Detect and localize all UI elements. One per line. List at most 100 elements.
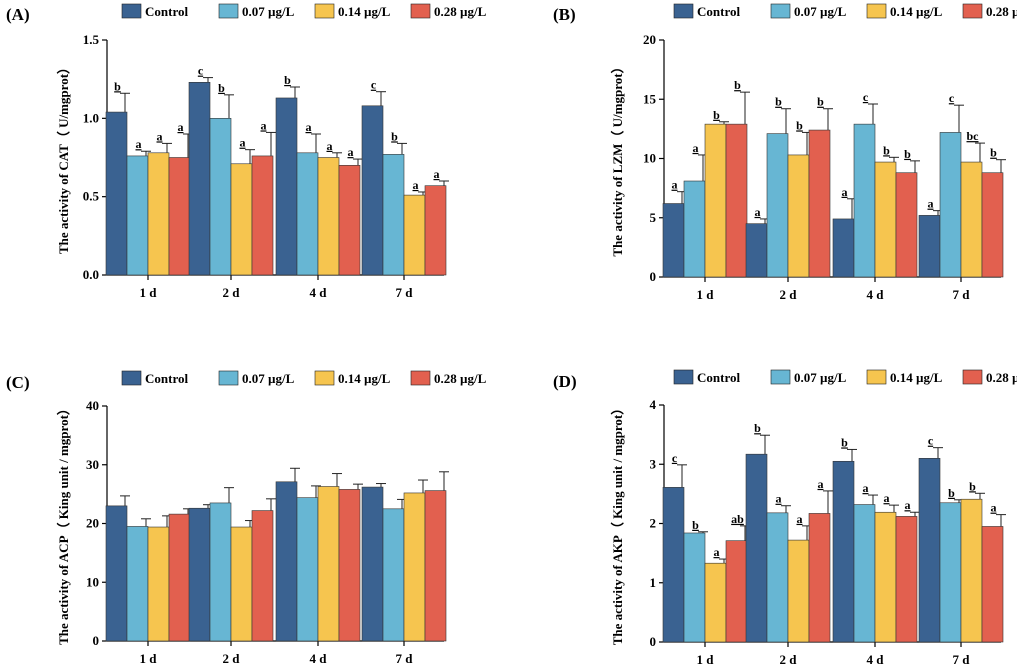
bar <box>424 490 447 642</box>
legend-swatch <box>314 3 335 19</box>
x-tick-label: 7 d <box>396 285 414 300</box>
legend-swatch <box>770 3 791 19</box>
significance-letter: c <box>672 451 678 465</box>
legend-swatch <box>218 3 239 19</box>
bar <box>683 180 706 278</box>
x-tick-label: 4 d <box>867 287 885 302</box>
bar <box>981 172 1004 278</box>
significance-letter: a <box>672 178 678 192</box>
y-tick-label: 3 <box>650 456 657 471</box>
bar <box>787 154 810 278</box>
legend-swatch <box>866 369 887 385</box>
significance-letter: a <box>434 167 440 181</box>
y-tick-label: 10 <box>86 574 99 589</box>
bar <box>275 481 298 642</box>
significance-letter: a <box>818 477 824 491</box>
bar <box>251 510 274 642</box>
bar <box>403 194 426 276</box>
legend-swatch <box>962 3 983 19</box>
legend-swatch <box>962 369 983 385</box>
y-tick-label: 10 <box>643 151 656 166</box>
bar <box>704 123 727 278</box>
bar <box>853 504 876 643</box>
bar <box>168 157 191 276</box>
panel-d: (D) Control 0.07 µg/L 0.14 µg/L 0.28 µg/L 0 1 2… <box>553 369 1017 667</box>
x-tick-label: 1 d <box>140 651 158 666</box>
y-tick-label: 15 <box>643 91 657 106</box>
significance-letter: c <box>928 434 934 448</box>
legend-swatch <box>121 3 142 19</box>
bar <box>704 562 727 643</box>
x-tick-label: 2 d <box>223 651 241 666</box>
y-tick-label: 5 <box>650 210 657 225</box>
significance-letter: a <box>755 205 761 219</box>
bar <box>787 539 810 643</box>
significance-letter: a <box>306 120 312 134</box>
y-axis-label: The activity of AKP（ King unit / mgprot） <box>610 402 625 646</box>
legend-swatch <box>121 370 142 386</box>
y-tick-label: 1.0 <box>83 110 99 125</box>
significance-letter: a <box>178 120 184 134</box>
bar <box>338 165 361 276</box>
bar <box>209 502 232 642</box>
significance-letter: a <box>261 118 267 132</box>
bar <box>126 155 149 276</box>
significance-letter: a <box>863 481 869 495</box>
bar <box>105 505 128 642</box>
y-tick-label: 30 <box>86 457 99 472</box>
bar <box>662 487 685 643</box>
panel-label: (D) <box>553 372 577 391</box>
significance-letter: b <box>692 518 699 532</box>
y-tick-label: 0.0 <box>83 267 99 282</box>
significance-letter: b <box>817 95 824 109</box>
y-tick-label: 0 <box>93 633 100 648</box>
legend-entry: 0.28 µg/L <box>986 370 1017 385</box>
bar <box>766 512 789 643</box>
legend-entry: 0.28 µg/L <box>434 4 487 19</box>
bar <box>338 489 361 642</box>
bar <box>960 498 983 643</box>
y-axis-label: The activity of CAT（ U/mgprot） <box>56 61 71 254</box>
y-tick-label: 0 <box>650 634 657 649</box>
bar <box>424 185 447 276</box>
significance-letter: a <box>348 145 354 159</box>
panel-a: (A) Control 0.07 µg/L 0.14 µg/L 0.28 µg/L 0.0… <box>6 3 487 300</box>
y-tick-label: 20 <box>86 516 99 531</box>
significance-letter: c <box>198 64 204 78</box>
legend-entry: Control <box>145 371 188 386</box>
significance-letter: a <box>842 185 848 199</box>
x-tick-label: 7 d <box>953 287 971 302</box>
panel-label: (A) <box>6 5 30 24</box>
significance-letter: a <box>714 545 720 559</box>
x-tick-label: 4 d <box>867 652 885 667</box>
significance-letter: c <box>863 90 869 104</box>
bar <box>275 97 298 276</box>
legend-swatch <box>673 3 694 19</box>
significance-letter: bc <box>967 129 980 143</box>
y-axis-label: The activity of LZM（ U/mgprot） <box>610 60 625 256</box>
significance-letter: b <box>796 118 803 132</box>
significance-letter: a <box>884 491 890 505</box>
bar <box>808 513 831 643</box>
legend-entry: 0.14 µg/L <box>338 4 391 19</box>
bar <box>745 453 768 643</box>
bar <box>361 486 384 642</box>
legend-entry: 0.14 µg/L <box>890 4 943 19</box>
significance-letter: c <box>371 78 377 92</box>
significance-letter: b <box>284 73 291 87</box>
bar <box>403 492 426 642</box>
bar <box>895 516 918 643</box>
y-tick-label: 0 <box>650 269 657 284</box>
significance-letter: b <box>904 147 911 161</box>
bar <box>832 218 855 278</box>
significance-letter: ab <box>731 512 744 526</box>
significance-letter: b <box>841 435 848 449</box>
legend-entry: 0.07 µg/L <box>794 4 847 19</box>
significance-letter: b <box>969 479 976 493</box>
x-tick-label: 2 d <box>780 287 798 302</box>
bar <box>230 526 253 642</box>
legend-swatch <box>410 3 431 19</box>
bar <box>168 513 191 642</box>
bar <box>874 161 897 278</box>
